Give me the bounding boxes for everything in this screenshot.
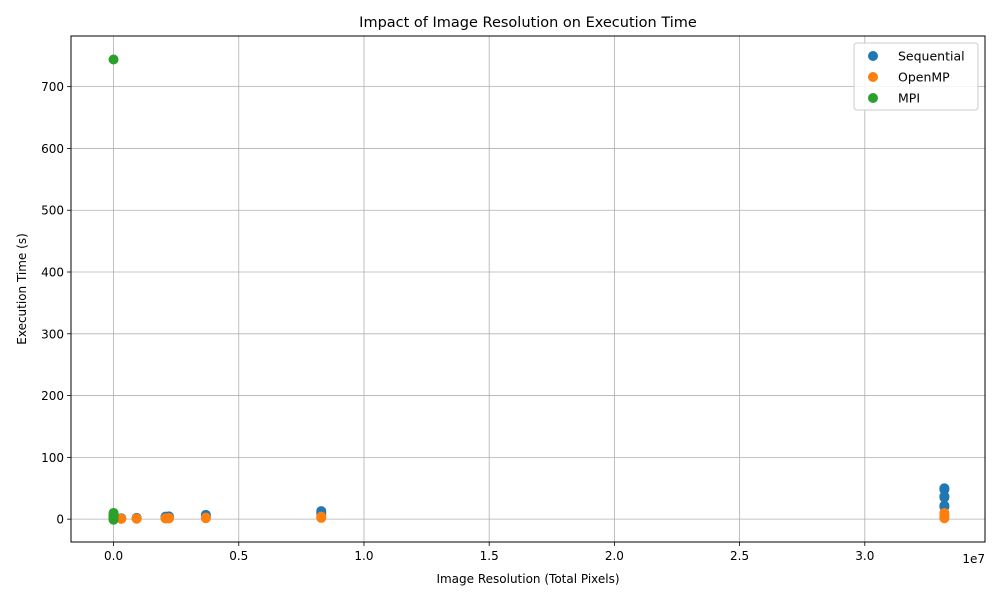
legend-marker-openmp <box>868 72 878 82</box>
point-openmp <box>939 513 950 524</box>
legend-label-sequential: Sequential <box>898 49 965 64</box>
plot-frame <box>70 35 986 543</box>
y-tick-label: 0 <box>56 513 64 527</box>
y-tick-label: 600 <box>41 142 64 156</box>
x-tick-label: 1.0 <box>354 549 373 563</box>
y-tick-label: 500 <box>41 204 64 218</box>
x-tick-label: 2.5 <box>730 549 749 563</box>
legend-label-openmp: OpenMP <box>898 70 950 85</box>
legend-marker-sequential <box>868 51 878 61</box>
y-tick-label: 300 <box>41 327 64 341</box>
point-mpi <box>108 54 119 65</box>
point-openmp <box>316 512 327 523</box>
y-axis-label: Execution Time (s) <box>15 233 29 345</box>
point-openmp <box>163 513 174 524</box>
x-axis-label: Image Resolution (Total Pixels) <box>436 572 619 586</box>
x-tick-label: 3.0 <box>855 549 874 563</box>
grid-layer <box>71 36 985 542</box>
point-openmp <box>116 513 127 524</box>
y-tick-label: 700 <box>41 80 64 94</box>
legend-box <box>853 42 979 111</box>
ticks-layer: 0.0 0.5 1.0 1.5 2.0 2.5 3.0 0 100 200 300 400 500 600… <box>41 80 874 563</box>
point-openmp <box>200 513 211 524</box>
x-tick-label: 2.0 <box>605 549 624 563</box>
chart-title: Impact of Image Resolution on Execution … <box>359 15 697 31</box>
point-openmp <box>131 513 142 524</box>
x-tick-label: 0.5 <box>229 549 248 563</box>
point-mpi <box>108 514 119 525</box>
legend-marker-mpi <box>868 93 878 103</box>
x-tick-label: 1.5 <box>480 549 499 563</box>
legend: Sequential OpenMP MPI <box>853 42 979 111</box>
x-tick-label: 0.0 <box>104 549 123 563</box>
points-layer <box>108 54 950 525</box>
x-axis-offset-label: 1e7 <box>962 552 985 566</box>
y-tick-label: 100 <box>41 451 64 465</box>
y-tick-label: 400 <box>41 266 64 280</box>
legend-label-mpi: MPI <box>898 91 920 106</box>
point-sequential <box>939 492 950 503</box>
y-tick-label: 200 <box>41 389 64 403</box>
